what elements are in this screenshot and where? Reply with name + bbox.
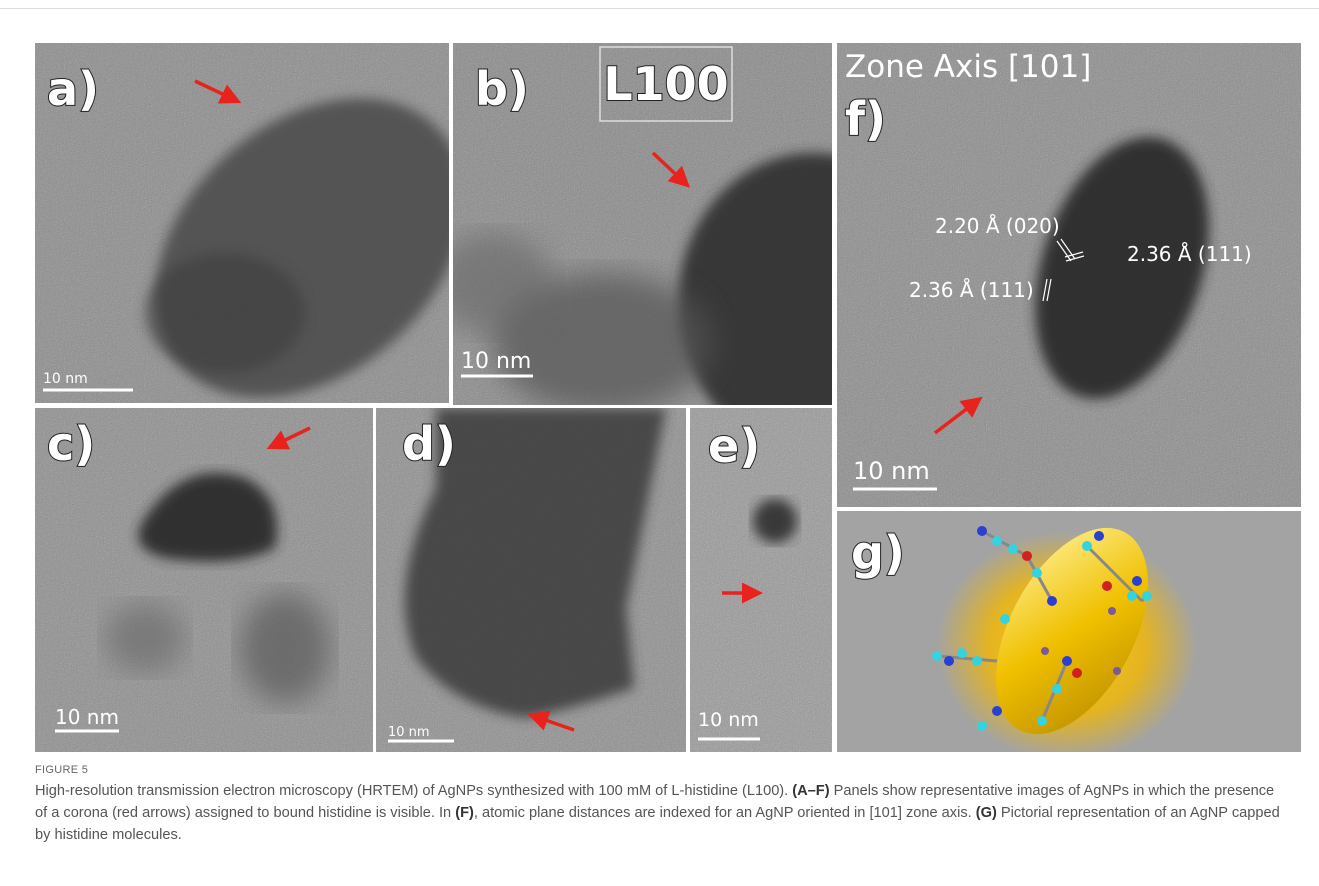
panel-c: c) 10 nm [35,408,373,752]
panel-label: d) [402,417,456,471]
scale-bar-label: 10 nm [43,371,88,387]
inset-label: L100 [603,57,728,111]
plane-annotation: 2.36 Å (111) [1127,242,1252,266]
figure: a) 10 nm b) L100 10 nm Zone Axis [101] f… [0,0,1319,760]
panel-label: g) [851,526,905,580]
panel-label: c) [47,417,95,471]
panel-label: b) [475,62,529,116]
plane-annotation: 2.36 Å (111) [909,278,1034,302]
page: a) 10 nm b) L100 10 nm Zone Axis [101] f… [0,0,1319,886]
caption-text: , atomic plane distances are indexed for… [474,805,976,821]
zone-axis-header: Zone Axis [101] [845,49,1091,85]
caption-ref: (A–F) [792,783,829,799]
scale-bar-label: 10 nm [853,457,930,485]
caption-ref: (G) [976,805,997,821]
panel-label: f) [845,92,886,146]
caption-ref: (F) [455,805,474,821]
scale-bar-label: 10 nm [461,349,531,374]
panel-a: a) 10 nm [35,38,524,458]
panel-g: g) [837,503,1301,760]
scale-bar-label: 10 nm [698,709,759,731]
panel-f: Zone Axis [101] f) 2.20 Å (020) 2.36 Å (… [837,43,1301,507]
figure-label: FIGURE 5 [35,764,88,776]
panel-e: e) 10 nm [690,408,832,752]
scale-bar-label: 10 nm [55,705,119,729]
scale-bar-label: 10 nm [388,725,430,740]
plane-annotation: 2.20 Å (020) [935,214,1060,238]
caption: High-resolution transmission electron mi… [35,780,1285,846]
caption-text: High-resolution transmission electron mi… [35,783,792,799]
panel-label: a) [47,62,99,116]
panel-label: e) [708,419,760,473]
panel-d: d) 10 nm [376,408,686,752]
